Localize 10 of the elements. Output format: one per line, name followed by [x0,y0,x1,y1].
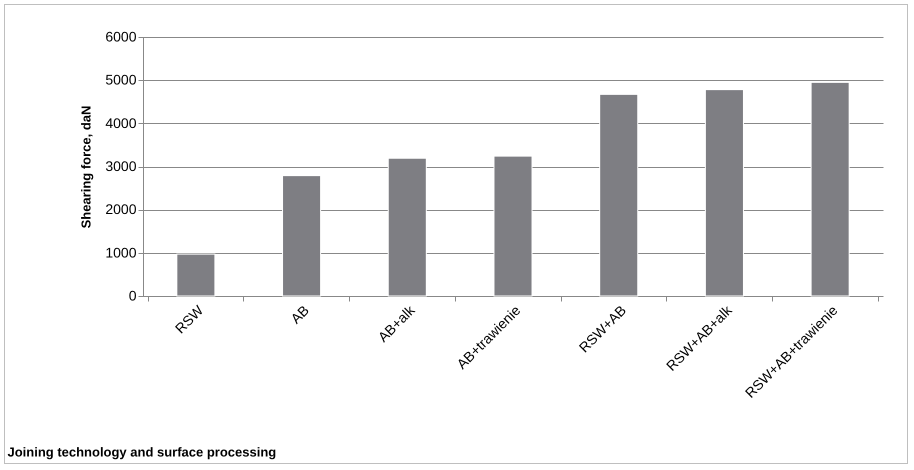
y-tick-label: 0 [128,288,137,304]
y-tick-label: 2000 [105,201,137,218]
y-axis-title: Shearing force, daN [78,106,94,228]
y-tick-label: 3000 [105,158,137,174]
y-tick-label: 6000 [105,28,137,44]
y-tick-label: 1000 [105,244,137,260]
y-tick-label: 5000 [105,72,137,88]
y-tick-label: 4000 [105,114,137,131]
x-axis-title: Joining technology and surface processing [8,444,276,460]
x-tick-label: AB [287,302,312,327]
